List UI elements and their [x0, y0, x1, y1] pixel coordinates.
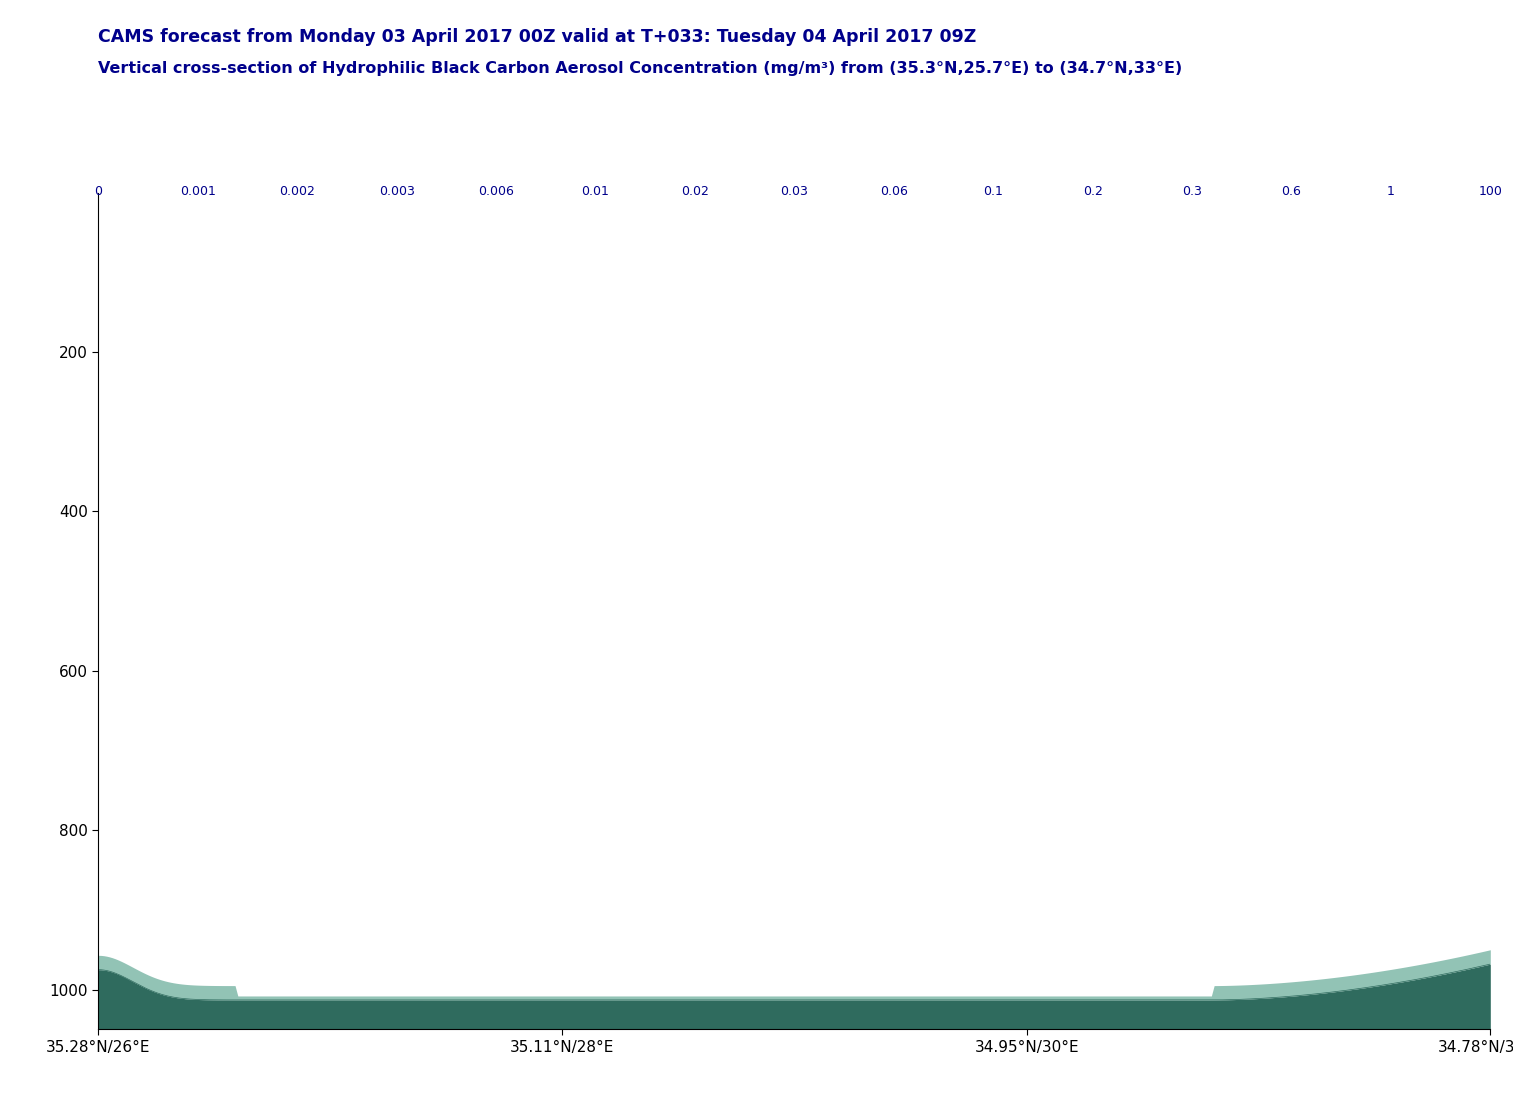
Text: 0.06: 0.06: [881, 185, 908, 198]
Bar: [297, 204, 396, 248]
Text: 0.03: 0.03: [781, 185, 808, 198]
Bar: [694, 204, 794, 248]
Text: 0.006: 0.006: [478, 185, 514, 198]
Text: 100: 100: [1478, 185, 1502, 198]
Text: 0.6: 0.6: [1282, 185, 1301, 198]
Bar: [1390, 204, 1490, 248]
Text: 0.3: 0.3: [1182, 185, 1201, 198]
Text: 0.01: 0.01: [581, 185, 610, 198]
Text: Vertical cross-section of Hydrophilic Black Carbon Aerosol Concentration (mg/m³): Vertical cross-section of Hydrophilic Bl…: [98, 61, 1183, 76]
Text: 0.002: 0.002: [280, 185, 315, 198]
Bar: [993, 204, 1092, 248]
Text: CAMS forecast from Monday 03 April 2017 00Z valid at T+033: Tuesday 04 April 201: CAMS forecast from Monday 03 April 2017 …: [98, 28, 976, 45]
Bar: [596, 204, 694, 248]
Text: 1: 1: [1387, 185, 1395, 198]
Text: 0.1: 0.1: [983, 185, 1003, 198]
Bar: [198, 204, 297, 248]
Bar: [396, 204, 496, 248]
Text: 0: 0: [94, 185, 103, 198]
Bar: [1092, 204, 1192, 248]
Bar: [98, 204, 198, 248]
Text: 0.003: 0.003: [378, 185, 415, 198]
Bar: [894, 204, 993, 248]
Bar: [1292, 204, 1390, 248]
Text: 0.001: 0.001: [180, 185, 216, 198]
Text: 0.02: 0.02: [681, 185, 708, 198]
Text: 0.2: 0.2: [1083, 185, 1103, 198]
Bar: [794, 204, 894, 248]
Bar: [496, 204, 596, 248]
Bar: [1192, 204, 1292, 248]
